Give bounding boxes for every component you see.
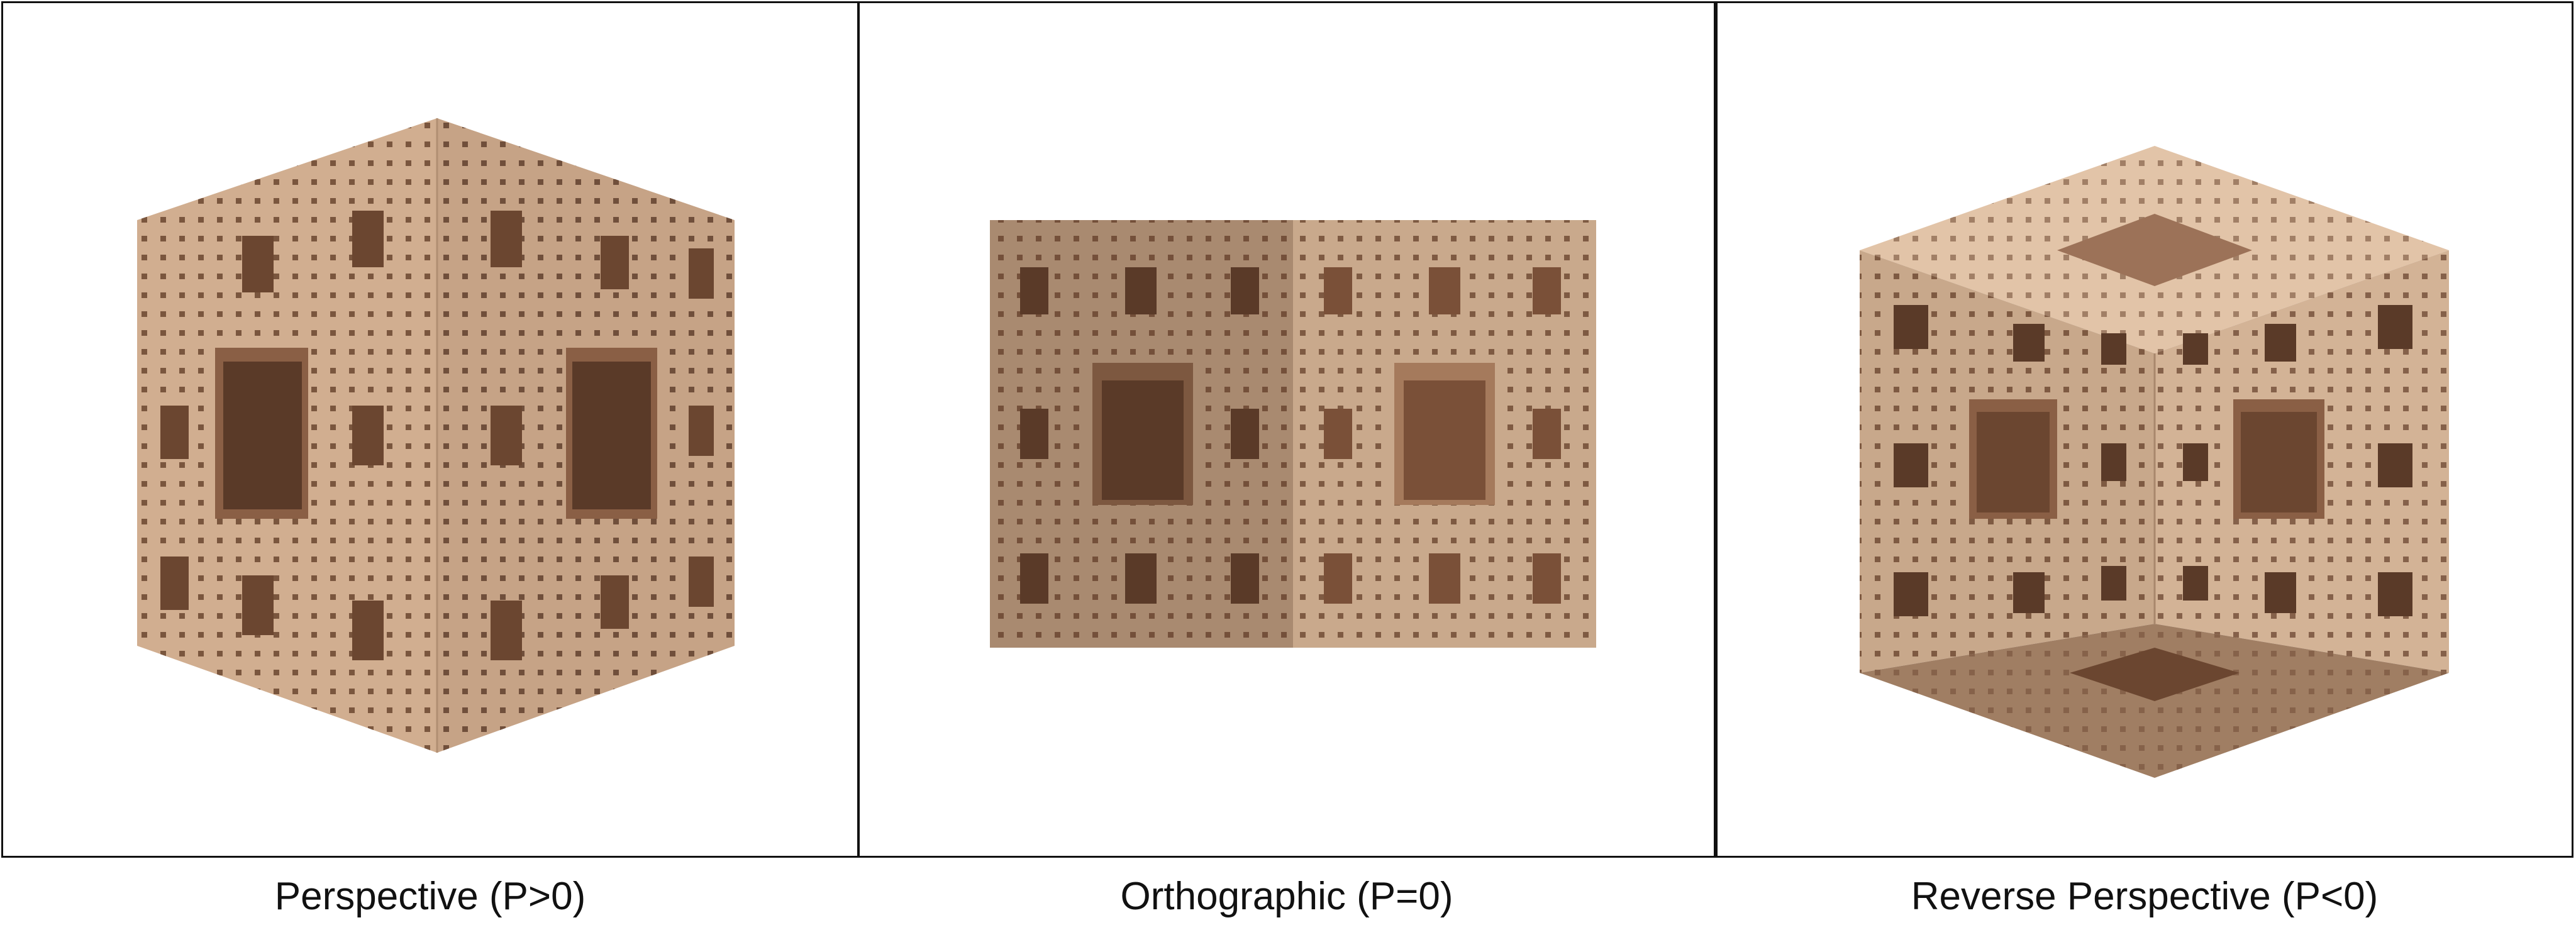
reverse-perspective-panel (1716, 1, 2573, 858)
orthographic-caption: Orthographic (P=0) (1120, 875, 1453, 918)
reverse-perspective-caption: Reverse Perspective (P<0) (1911, 875, 2379, 918)
perspective-panel (1, 1, 859, 858)
perspective-caption: Perspective (P>0) (274, 875, 586, 918)
orthographic-panel (858, 1, 1716, 858)
reverse-perspective-menger-cube (1860, 146, 2449, 778)
orthographic-menger-cube (990, 220, 1596, 648)
perspective-menger-cube (137, 118, 735, 753)
